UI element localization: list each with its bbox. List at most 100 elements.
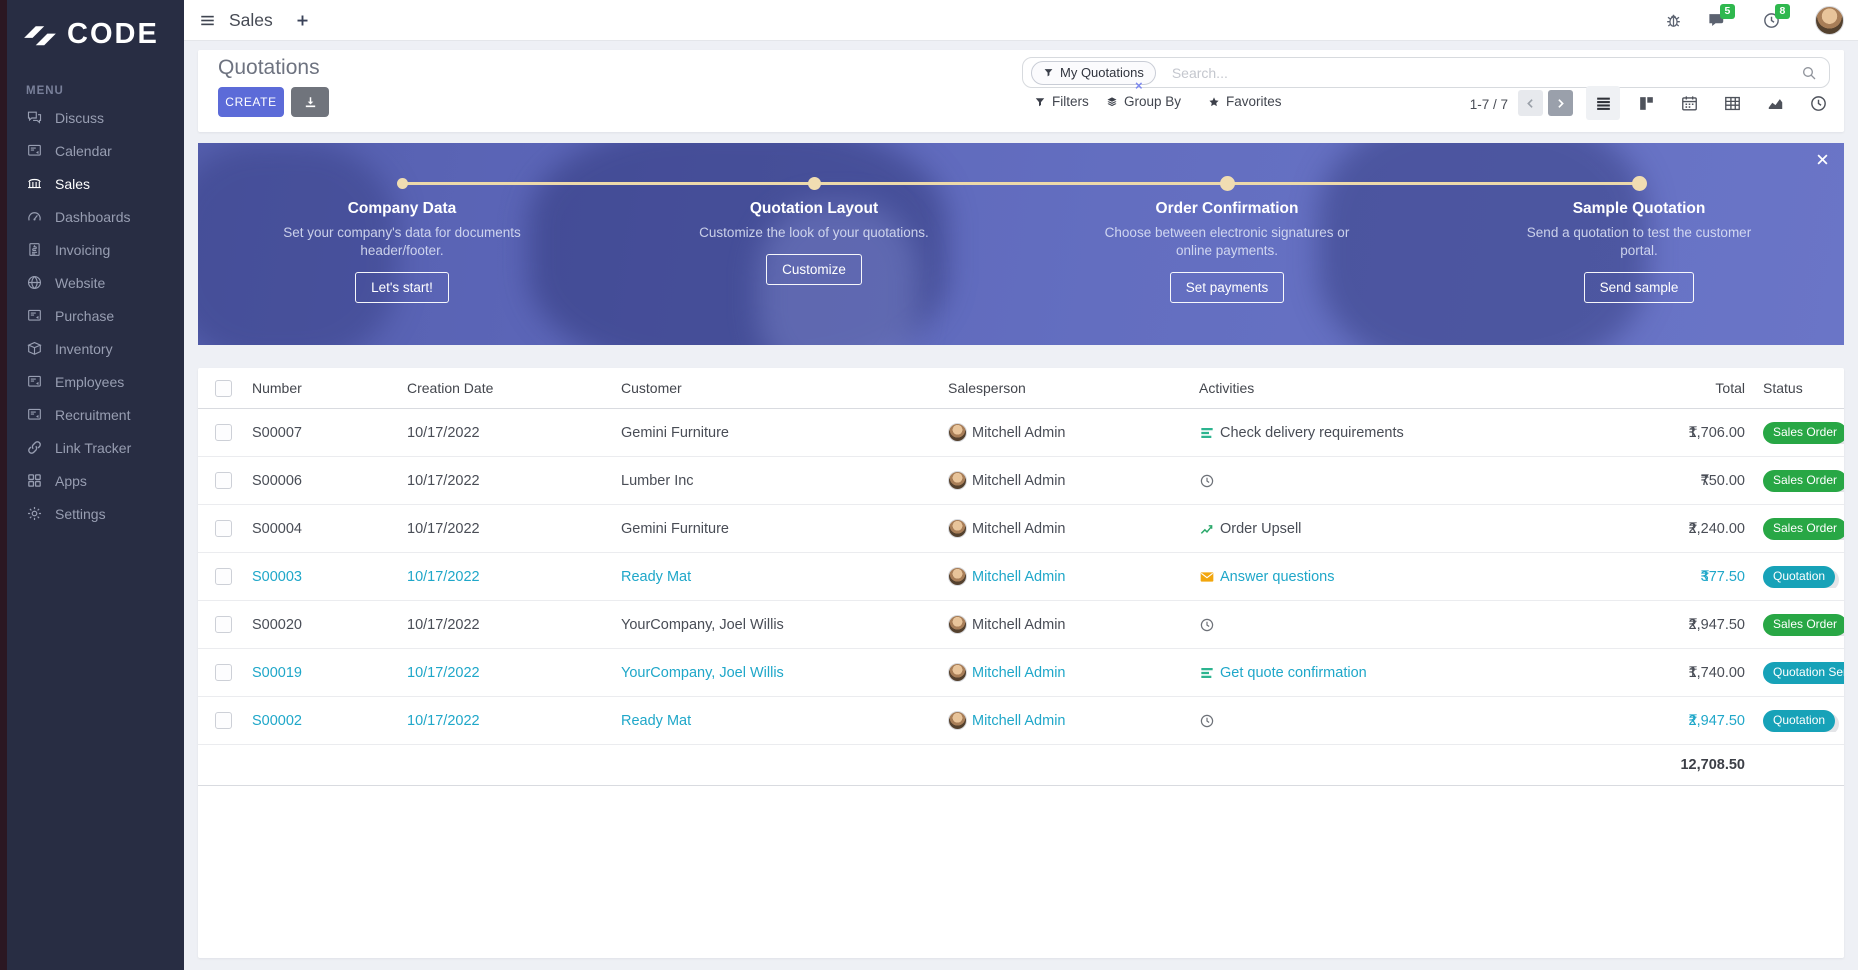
banner-photo-shade [198, 143, 398, 345]
activity-cell[interactable] [1187, 473, 1647, 489]
sidebar-item-label: Discuss [55, 109, 105, 126]
customer-name: Ready Mat [621, 712, 692, 729]
table-header-row: Number Creation Date Customer Salesperso… [198, 368, 1844, 409]
search-icon[interactable] [1801, 65, 1817, 81]
sidebar-item-dashboards[interactable]: Dashboards [0, 200, 184, 233]
column-header-creation-date[interactable]: Creation Date [407, 380, 494, 396]
sidebar-item-recruitment[interactable]: Recruitment [0, 398, 184, 431]
table-row[interactable]: S00019 10/17/2022 YourCompany, Joel Will… [198, 649, 1844, 697]
row-checkbox[interactable] [214, 616, 232, 633]
plus-icon[interactable] [295, 13, 310, 28]
sidebar-item-discuss[interactable]: Discuss [0, 101, 184, 134]
sidebar-item-label: Invoicing [55, 241, 111, 258]
export-button[interactable] [291, 87, 329, 117]
pager-previous-button[interactable] [1518, 90, 1543, 116]
activity-cell[interactable]: Get quote confirmation [1187, 665, 1647, 681]
step-title: Quotation Layout [749, 200, 879, 217]
topbar-systray: 5 8 [1664, 0, 1858, 40]
step-action-button[interactable]: Customize [766, 254, 862, 286]
step-action-button[interactable]: Set payments [1169, 272, 1285, 304]
clock-icon [1199, 713, 1215, 729]
status-cell: Sales Order [1749, 421, 1844, 444]
row-checkbox[interactable] [214, 472, 232, 489]
debug-bug-icon[interactable] [1664, 11, 1683, 30]
status-cell: Sales Order [1749, 517, 1844, 540]
sidebar-item-calendar[interactable]: Calendar [0, 134, 184, 167]
table-row[interactable]: S00020 10/17/2022 YourCompany, Joel Will… [198, 601, 1844, 649]
view-switch-graph[interactable] [1758, 86, 1792, 120]
app-logo[interactable]: CODE [0, 0, 184, 51]
customer-name: Ready Mat [621, 568, 692, 585]
banner-close-icon[interactable] [1815, 152, 1830, 167]
search-input[interactable] [1169, 63, 1801, 82]
creation-date: 10/17/2022 [407, 616, 480, 633]
column-header-customer[interactable]: Customer [621, 380, 682, 396]
sidebar-item-purchase[interactable]: Purchase [0, 299, 184, 332]
view-switch-calendar[interactable] [1672, 86, 1706, 120]
activities-icon[interactable]: 8 [1762, 3, 1790, 30]
step-action-button[interactable]: Send sample [1583, 272, 1695, 304]
sidebar-item-apps[interactable]: Apps [0, 464, 184, 497]
activity-cell[interactable] [1187, 713, 1647, 729]
row-checkbox[interactable] [214, 664, 232, 681]
column-header-activities[interactable]: Activities [1199, 380, 1255, 396]
status-badge: Quotation Sent [1763, 661, 1844, 684]
activity-cell[interactable]: Check delivery requirements [1187, 425, 1647, 441]
table-row[interactable]: S00007 10/17/2022 Gemini Furniture Mitch… [198, 409, 1844, 457]
activity-cell[interactable]: Order Upsell [1187, 521, 1647, 537]
messages-icon[interactable]: 5 [1707, 3, 1735, 30]
currency-symbol: ₹ [1688, 616, 1698, 633]
pager-next-button[interactable] [1548, 90, 1573, 116]
table-row[interactable]: S00003 10/17/2022 Ready Mat Mitchell Adm… [198, 553, 1844, 601]
activity-cell[interactable]: Answer questions [1187, 569, 1647, 585]
sidebar-item-settings[interactable]: Settings [0, 497, 184, 530]
sidebar-item-label: Apps [55, 472, 87, 489]
search-box[interactable]: My Quotations × [1022, 57, 1830, 92]
table-row[interactable]: S00002 10/17/2022 Ready Mat Mitchell Adm… [198, 697, 1844, 745]
activity-view-icon [1809, 94, 1828, 113]
hamburger-menu-icon[interactable] [198, 13, 217, 28]
table-row[interactable]: S00004 10/17/2022 Gemini Furniture Mitch… [198, 505, 1844, 553]
search-facet[interactable]: My Quotations [1031, 60, 1156, 85]
sidebar-item-invoicing[interactable]: Invoicing [0, 233, 184, 266]
create-button[interactable]: CREATE [218, 87, 284, 117]
sidebar-item-inventory[interactable]: Inventory [0, 332, 184, 365]
view-switch-kanban[interactable] [1629, 86, 1663, 120]
filters-button[interactable]: Filters [1034, 94, 1089, 109]
sidebar-item-website[interactable]: Website [0, 266, 184, 299]
select-all-checkbox[interactable] [214, 379, 232, 397]
step-action-button[interactable]: Let's start! [355, 272, 449, 304]
column-header-number[interactable]: Number [252, 380, 302, 396]
currency-symbol: ₹ [1688, 520, 1698, 537]
row-checkbox[interactable] [214, 520, 232, 537]
creation-date: 10/17/2022 [407, 712, 480, 729]
row-checkbox[interactable] [214, 424, 232, 441]
group-by-button[interactable]: Group By [1106, 94, 1181, 109]
dashboards-icon [26, 208, 43, 225]
total-sum: 12,708.50 [1680, 757, 1745, 773]
column-header-salesperson[interactable]: Salesperson [948, 380, 1026, 396]
brand-name: CODE [67, 18, 159, 50]
quotation-number: S00006 [252, 472, 302, 489]
sidebar-item-label: Employees [55, 373, 125, 390]
app-menu-title[interactable]: Sales [229, 9, 273, 30]
sidebar-item-link-tracker[interactable]: Link Tracker [0, 431, 184, 464]
onboarding-step: Company Data Set your company's data for… [262, 143, 542, 304]
table-row[interactable]: S00006 10/17/2022 Lumber Inc Mitchell Ad… [198, 457, 1844, 505]
activity-cell[interactable] [1187, 617, 1647, 633]
column-header-total[interactable]: Total [1715, 380, 1745, 396]
row-checkbox[interactable] [214, 712, 232, 729]
banner-photo-shade [1318, 143, 1648, 345]
sidebar-item-label: Settings [55, 505, 106, 522]
column-header-status[interactable]: Status [1763, 380, 1803, 396]
user-avatar[interactable] [1815, 5, 1844, 35]
row-checkbox[interactable] [214, 568, 232, 585]
funnel-icon [1034, 96, 1046, 108]
view-switch-list[interactable] [1586, 86, 1620, 120]
sidebar-item-sales[interactable]: Sales [0, 167, 184, 200]
view-switch-activity[interactable] [1801, 86, 1835, 120]
favorites-button[interactable]: Favorites [1208, 94, 1282, 109]
view-switch-pivot[interactable] [1715, 86, 1749, 120]
facet-remove-button[interactable]: × [1135, 78, 1143, 93]
sidebar-item-employees[interactable]: Employees [0, 365, 184, 398]
